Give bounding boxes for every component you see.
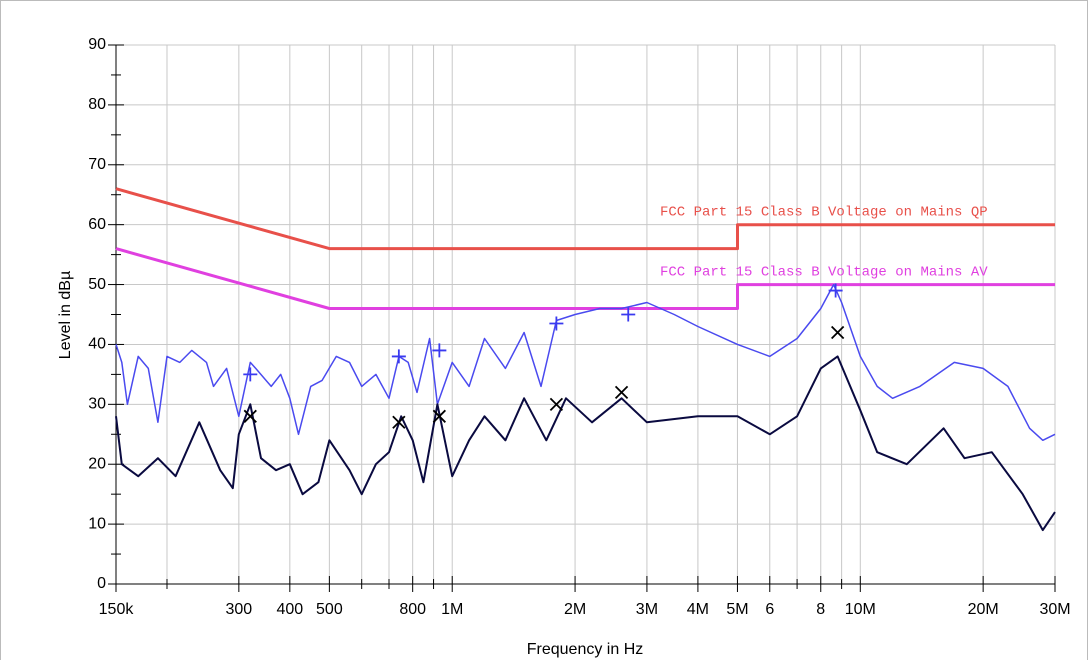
x-tick-label: 6 (765, 601, 774, 618)
x-tick-label: 5M (726, 601, 748, 618)
marker (621, 307, 636, 322)
x-tick-label: 2M (564, 601, 586, 618)
y-axis-label: Level in dBµ (57, 271, 74, 359)
y-tick-label: 0 (97, 575, 106, 592)
x-tick-label: 4M (687, 601, 709, 618)
x-tick-label: 8 (816, 601, 825, 618)
y-tick-label: 70 (88, 156, 106, 173)
series-line (115, 283, 1056, 442)
y-tick-label: 50 (88, 276, 106, 293)
x-tick-label: 400 (276, 601, 303, 618)
series-line (115, 187, 1055, 251)
marker (392, 415, 406, 429)
limit-label: FCC Part 15 Class B Voltage on Mains AV (660, 264, 988, 280)
y-tick-label: 40 (88, 336, 106, 353)
y-tick-label: 30 (88, 396, 106, 413)
y-tick-label: 60 (88, 216, 106, 233)
x-tick-label: 30M (1039, 601, 1070, 618)
marker (243, 409, 257, 423)
plot-area (116, 45, 1055, 584)
y-tick-label: 80 (88, 96, 106, 113)
marker (828, 283, 843, 298)
x-tick-label: 1M (441, 601, 463, 618)
y-tick-label: 10 (88, 515, 106, 532)
limit-label: FCC Part 15 Class B Voltage on Mains QP (660, 204, 988, 220)
x-tick-label: 150k (99, 601, 135, 618)
series-line (115, 355, 1056, 532)
y-tick-label: 90 (88, 36, 106, 53)
marker (243, 367, 258, 382)
marker (614, 385, 629, 399)
x-tick-label: 300 (225, 601, 252, 618)
x-axis-label: Frequency in Hz (527, 641, 644, 658)
x-tick-label: 500 (316, 601, 343, 618)
marker (432, 343, 447, 358)
x-tick-label: 20M (968, 601, 999, 618)
marker (391, 349, 406, 364)
marker (549, 397, 564, 411)
x-tick-label: 3M (636, 601, 658, 618)
y-tick-label: 20 (88, 455, 106, 472)
marker (831, 325, 845, 340)
x-tick-label: 800 (399, 601, 426, 618)
marker (549, 316, 564, 331)
series-line (115, 247, 1055, 310)
x-tick-label: 10M (845, 601, 876, 618)
marker (432, 409, 446, 423)
